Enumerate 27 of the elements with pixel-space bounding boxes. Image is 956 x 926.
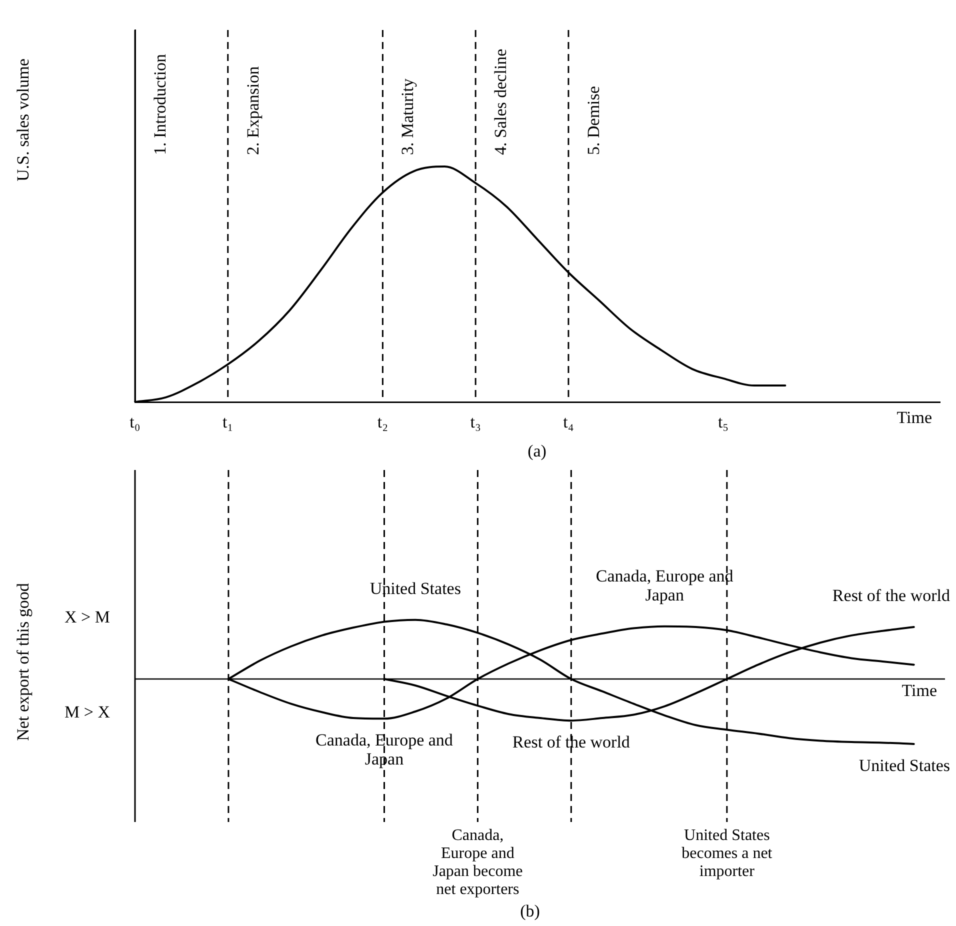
ref-line-label: 5. Demise [584,86,603,155]
ref-line-label: Canada, Europe and Japan become net exporters [432,827,523,898]
x-tick-label: t₅ [718,412,729,432]
text: United States [370,578,461,598]
text: X > M [64,607,110,626]
text: (b) [520,901,540,920]
series-label: Rest of the world [512,732,630,752]
ref-line-label: 4. Sales decline [491,48,510,155]
x-tick-label: t₀ [130,412,140,432]
x-axis-title: Time [896,408,932,427]
y-axis-title: U.S. sales volume [13,58,32,182]
series-label: Canada, Europe and Japan [316,730,454,769]
ref-line-label: 1. Introduction [150,53,170,155]
x-axis-title: Time [902,680,937,700]
x-tick-label: t₁ [222,412,234,432]
text: M > X [64,702,110,722]
text: Rest of the world [832,586,950,605]
series-label: United States [858,756,950,775]
x-tick-label: t₂ [377,412,388,432]
text: Canada, Europe and Japan [596,566,734,604]
x-tick-label: t₃ [470,412,481,432]
x-tick-label: t₄ [563,412,574,432]
y-axis-title: Net export of this good [13,582,32,741]
ref-line-label: 2. Expansion [243,66,262,155]
text: (a) [528,441,546,460]
ref-line-label: United States becomes a net importer [682,827,773,880]
ref-line-label: 3. Maturity [398,78,418,155]
